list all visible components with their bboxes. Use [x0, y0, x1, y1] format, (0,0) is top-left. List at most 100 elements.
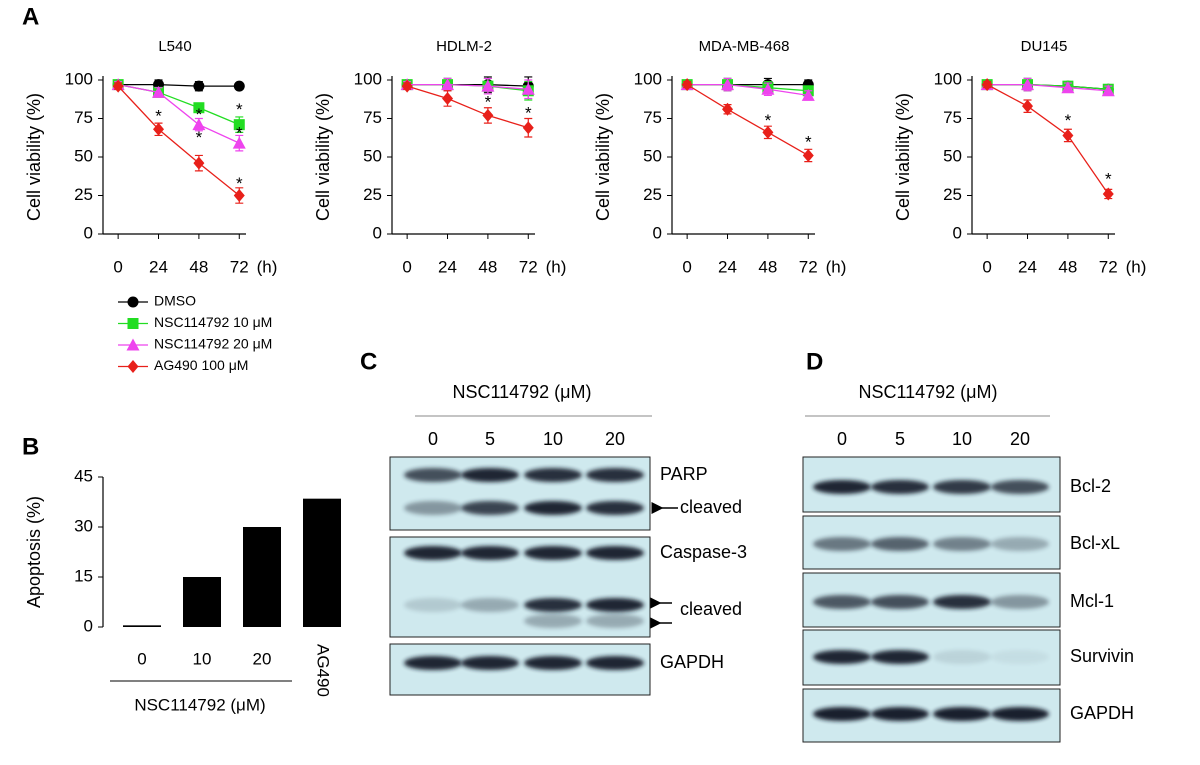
lane-label: 10 — [952, 429, 972, 449]
data-point — [521, 82, 535, 95]
x-tick-label: 72 — [519, 257, 538, 276]
series-line — [986, 84, 1109, 195]
y-tick-label: 0 — [953, 223, 962, 242]
data-point — [193, 102, 205, 114]
blot-band — [586, 656, 644, 670]
significance-mark: * — [525, 103, 532, 122]
blot-band — [933, 707, 991, 721]
series-line — [406, 85, 529, 129]
x-tick-label: 24 — [438, 257, 457, 276]
data-point — [152, 85, 166, 98]
data-point — [232, 136, 246, 149]
y-tick-label: 50 — [74, 146, 93, 165]
y-tick-label: 45 — [74, 466, 93, 485]
series-line — [407, 83, 529, 90]
blot-label: GAPDH — [660, 652, 724, 672]
blot-band — [586, 546, 644, 560]
blot-label: PARP — [660, 464, 708, 484]
blot-label: GAPDH — [1070, 703, 1134, 723]
bar — [243, 527, 281, 627]
y-tick-label: 75 — [74, 108, 93, 127]
x-tick-label: 48 — [758, 257, 777, 276]
data-point — [981, 78, 993, 92]
blot-band — [404, 501, 462, 515]
y-axis-label: Cell viability (%) — [893, 93, 913, 221]
data-point — [1061, 81, 1075, 94]
blot-band — [404, 546, 462, 560]
blot-label: Bcl-2 — [1070, 476, 1111, 496]
blot-band — [404, 598, 462, 612]
blot-band — [524, 501, 582, 515]
data-point — [721, 78, 735, 91]
blot-band — [461, 468, 519, 482]
panel-label: A — [22, 3, 39, 30]
x-tick-label: 48 — [189, 257, 208, 276]
blot-band — [813, 537, 871, 551]
x-tick-label: 0 — [137, 649, 146, 668]
blot-band — [991, 537, 1049, 551]
x-axis-label: (h) — [1126, 257, 1147, 276]
y-tick-label: 25 — [363, 185, 382, 204]
significance-mark: * — [1065, 111, 1072, 130]
blot-band — [524, 546, 582, 560]
legend-label: NSC114792 20 μM — [154, 336, 272, 352]
legend-marker — [127, 296, 139, 308]
significance-mark: * — [236, 174, 243, 193]
data-point — [482, 108, 494, 122]
data-point — [1102, 187, 1114, 201]
bar — [303, 498, 341, 627]
blot-band — [991, 480, 1049, 494]
data-point — [681, 78, 693, 92]
blot-band — [524, 656, 582, 670]
y-tick-label: 0 — [84, 223, 93, 242]
y-axis-label: Cell viability (%) — [313, 93, 333, 221]
significance-mark: * — [196, 105, 203, 124]
series-line — [117, 85, 240, 197]
y-axis-label: Cell viability (%) — [593, 93, 613, 221]
blot-band — [524, 468, 582, 482]
y-tick-label: 30 — [74, 516, 93, 535]
x-axis-label: (h) — [257, 257, 278, 276]
series-line — [118, 83, 240, 87]
y-tick-label: 100 — [65, 69, 93, 88]
blot-band — [586, 614, 644, 628]
lane-label: 5 — [895, 429, 905, 449]
data-point — [193, 156, 205, 170]
x-tick-label: 24 — [1018, 257, 1037, 276]
blot-band — [461, 546, 519, 560]
panel-label: D — [806, 348, 823, 375]
data-point — [522, 121, 534, 135]
blot-band — [991, 595, 1049, 609]
blot-band — [586, 598, 644, 612]
legend-label: NSC114792 10 μM — [154, 314, 272, 330]
data-point — [233, 189, 245, 202]
data-point — [192, 118, 206, 131]
blot-band — [933, 537, 991, 551]
y-tick-label: 75 — [643, 108, 662, 127]
blot-band — [461, 598, 519, 612]
x-tick-label: 0 — [682, 257, 691, 276]
x-axis-label: (h) — [826, 257, 847, 276]
y-tick-label: 50 — [363, 146, 382, 165]
chart-title: HDLM-2 — [436, 38, 492, 55]
blot-band — [813, 650, 871, 664]
x-tick-label: AG490 — [314, 644, 333, 697]
data-point — [802, 148, 814, 162]
blot-band — [813, 595, 871, 609]
legend-marker — [127, 360, 139, 373]
lane-label: 10 — [543, 429, 563, 449]
y-tick-label: 50 — [643, 146, 662, 165]
bar — [123, 625, 161, 627]
x-tick-label: 72 — [799, 257, 818, 276]
blot-band — [404, 656, 462, 670]
panel-label: B — [22, 433, 39, 460]
chart-title: DU145 — [1021, 38, 1068, 55]
blot-label: Survivin — [1070, 646, 1134, 666]
blot-band — [871, 480, 929, 494]
data-point — [722, 102, 734, 116]
data-point — [153, 122, 165, 136]
y-tick-label: 100 — [354, 69, 382, 88]
legend-label: DMSO — [154, 293, 196, 309]
data-point — [1021, 78, 1035, 91]
blot-band — [871, 537, 929, 551]
